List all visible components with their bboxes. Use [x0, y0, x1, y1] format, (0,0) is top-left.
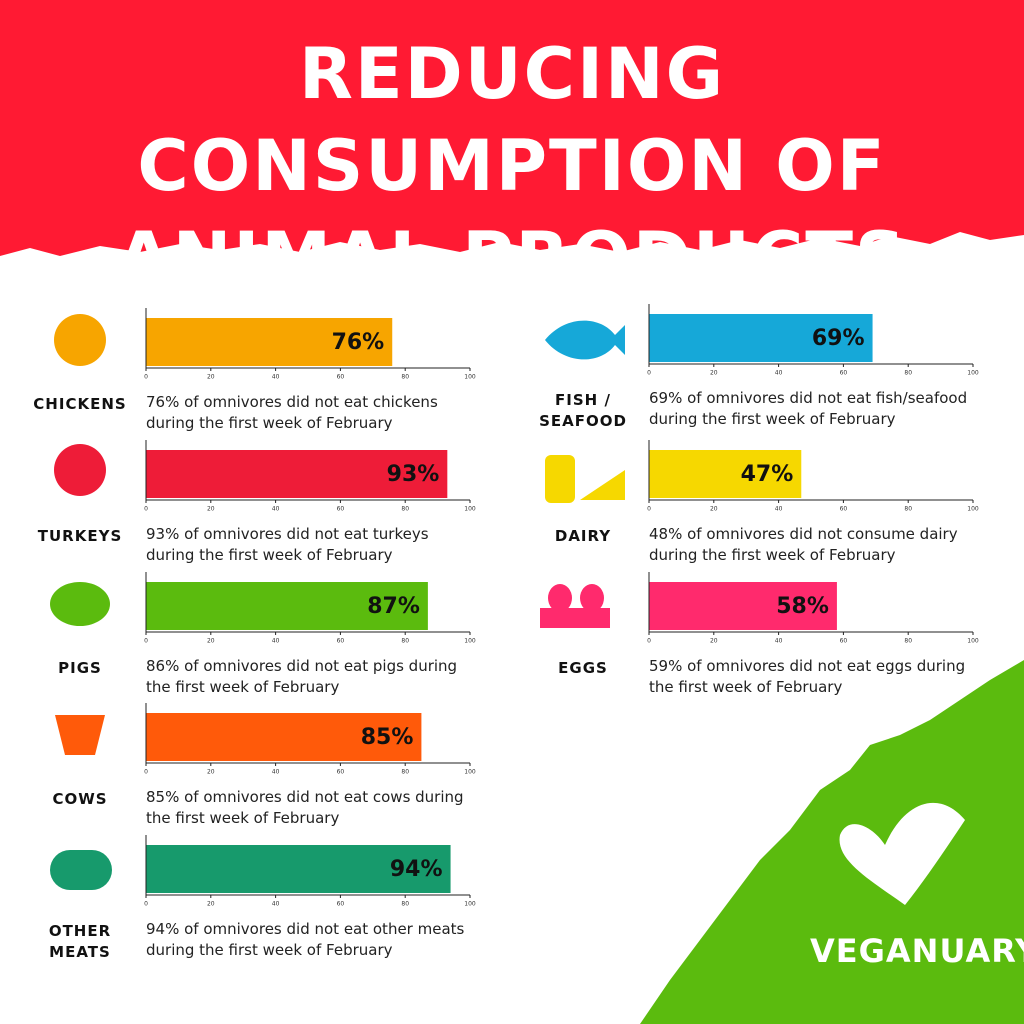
x-tick-label: 80 — [401, 769, 409, 776]
x-tick-label: 40 — [775, 506, 783, 513]
bar — [649, 450, 802, 498]
x-tick-label: 100 — [967, 370, 979, 377]
bar — [649, 582, 837, 630]
x-tick-label: 100 — [464, 638, 476, 645]
x-tick-label: 80 — [904, 506, 912, 513]
eggs-icon — [540, 608, 610, 628]
category-label: COWS — [52, 790, 108, 808]
x-tick-label: 0 — [144, 374, 148, 381]
x-tick-label: 20 — [207, 901, 215, 908]
category-label: PIGS — [58, 659, 102, 677]
x-tick-label: 40 — [775, 638, 783, 645]
egg-icon — [580, 584, 604, 612]
title: REDUCING CONSUMPTION OF ANIMAL PRODUCTS — [116, 33, 908, 299]
caption: 69% of omnivores did not eat fish/seafoo… — [649, 389, 968, 428]
x-tick-label: 20 — [710, 370, 718, 377]
x-tick-label: 100 — [967, 638, 979, 645]
x-tick-label: 80 — [401, 374, 409, 381]
category-label: FISH / SEAFOOD — [539, 391, 627, 430]
icons — [50, 314, 625, 890]
value-label: 76% — [332, 330, 385, 355]
x-tick-label: 100 — [464, 374, 476, 381]
x-tick-label: 80 — [904, 638, 912, 645]
category-label: EGGS — [558, 659, 608, 677]
category-label: OTHER MEATS — [48, 922, 112, 961]
x-tick-label: 100 — [967, 506, 979, 513]
value-label: 58% — [776, 594, 829, 619]
brand: VEGANUARY — [810, 932, 1024, 970]
caption: 76% of omnivores did not eat chickens du… — [146, 393, 438, 432]
caption: 48% of omnivores did not consume dairy d… — [649, 525, 958, 564]
heart-logo — [839, 802, 965, 905]
x-tick-label: 0 — [647, 638, 651, 645]
x-tick-label: 100 — [464, 506, 476, 513]
x-tick-label: 40 — [272, 374, 280, 381]
x-tick-label: 20 — [710, 638, 718, 645]
x-tick-label: 20 — [207, 506, 215, 513]
x-tick-label: 0 — [144, 901, 148, 908]
fish-icon — [545, 320, 625, 360]
bar — [146, 713, 422, 761]
x-tick-label: 0 — [144, 769, 148, 776]
x-tick-label: 0 — [647, 370, 651, 377]
x-tick-label: 0 — [144, 638, 148, 645]
caption: 85% of omnivores did not eat cows during… — [146, 788, 464, 827]
x-tick-label: 60 — [337, 374, 345, 381]
header-band — [0, 0, 1024, 256]
meat-icon — [50, 850, 112, 890]
x-tick-label: 40 — [272, 901, 280, 908]
x-tick-label: 60 — [840, 370, 848, 377]
x-tick-label: 60 — [337, 638, 345, 645]
bar — [649, 314, 873, 362]
x-tick-label: 60 — [337, 901, 345, 908]
category-label: TURKEYS — [37, 527, 123, 545]
x-tick-label: 60 — [337, 769, 345, 776]
cheese-icon — [580, 470, 625, 500]
x-tick-label: 20 — [207, 638, 215, 645]
x-tick-label: 80 — [401, 901, 409, 908]
value-label: 94% — [390, 857, 443, 882]
x-tick-label: 40 — [775, 370, 783, 377]
x-tick-label: 20 — [710, 506, 718, 513]
x-tick-label: 40 — [272, 769, 280, 776]
value-label: 85% — [361, 725, 414, 750]
value-label: 47% — [741, 462, 794, 487]
x-tick-label: 80 — [401, 638, 409, 645]
x-tick-label: 40 — [272, 638, 280, 645]
x-tick-label: 100 — [464, 769, 476, 776]
bar — [146, 845, 451, 893]
dairy-icon — [545, 455, 575, 503]
x-tick-label: 20 — [207, 769, 215, 776]
cow-icon — [55, 715, 105, 755]
bar — [146, 582, 428, 630]
chicken-icon — [54, 314, 106, 366]
caption: 86% of omnivores did not eat pigs during… — [146, 657, 458, 696]
turkey-icon — [54, 444, 106, 496]
x-tick-label: 80 — [401, 506, 409, 513]
category-label: CHICKENS — [33, 395, 127, 413]
bar — [146, 318, 393, 366]
egg-icon — [548, 584, 572, 612]
value-label: 69% — [812, 326, 865, 351]
category-label: DAIRY — [554, 527, 612, 545]
bar — [146, 450, 448, 498]
x-tick-label: 100 — [464, 901, 476, 908]
x-tick-label: 0 — [144, 506, 148, 513]
x-tick-label: 60 — [840, 506, 848, 513]
value-label: 87% — [367, 594, 420, 619]
x-tick-label: 20 — [207, 374, 215, 381]
x-tick-label: 60 — [337, 506, 345, 513]
x-tick-label: 80 — [904, 370, 912, 377]
caption: 94% of omnivores did not eat other meats… — [146, 920, 465, 959]
green-corner — [640, 660, 1024, 1024]
caption: 59% of omnivores did not eat eggs during… — [649, 657, 966, 696]
x-tick-label: 0 — [647, 506, 651, 513]
caption: 93% of omnivores did not eat turkeys dur… — [146, 525, 429, 564]
x-tick-label: 60 — [840, 638, 848, 645]
x-tick-label: 40 — [272, 506, 280, 513]
value-label: 93% — [387, 462, 440, 487]
pig-icon — [50, 582, 110, 626]
